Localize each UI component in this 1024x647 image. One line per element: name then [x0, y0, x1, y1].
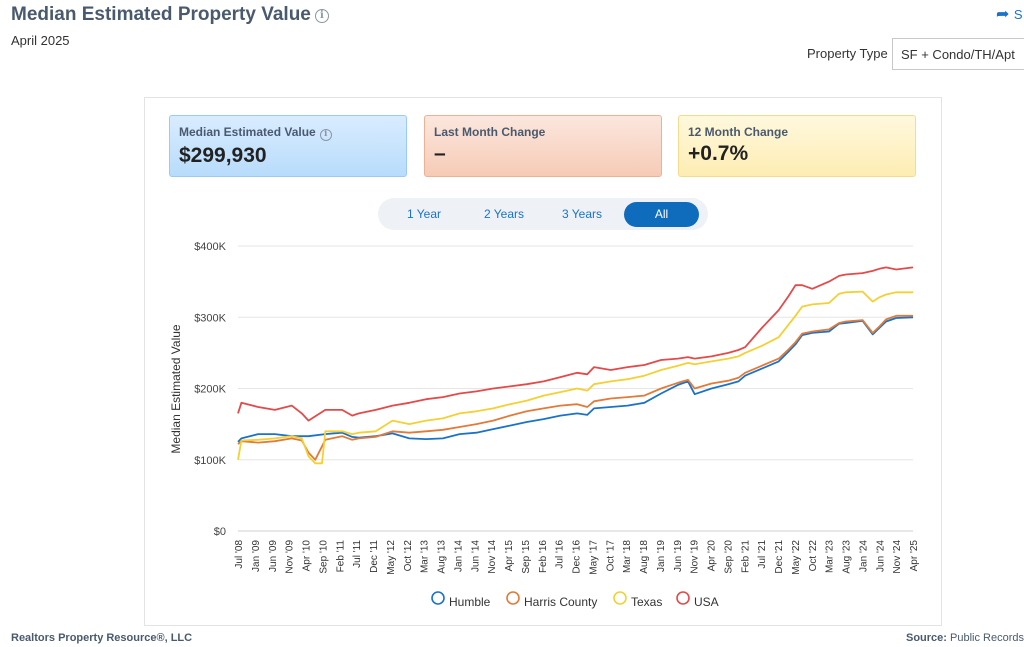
kpi-value: +0.7%: [688, 142, 749, 165]
y-tick-label: $200K: [194, 384, 226, 396]
info-icon[interactable]: i: [319, 129, 332, 141]
x-tick-label: Sep '15: [521, 540, 532, 574]
x-tick-label: Apr '25: [909, 540, 920, 572]
property-type-label: Property Type: [807, 46, 888, 61]
x-tick-label: Jan '24: [858, 540, 869, 572]
x-tick-label: Jan '19: [656, 540, 667, 572]
info-icon[interactable]: i: [314, 9, 329, 23]
series-line: [237, 290, 913, 465]
x-tick-label: Aug '23: [842, 540, 853, 574]
kpi-12-month-change: 12 Month Change +0.7%: [678, 115, 916, 177]
x-tick-label: Feb '16: [538, 540, 549, 573]
legend-marker: [676, 591, 690, 605]
legend-marker: [431, 591, 445, 605]
legend-label: Harris County: [524, 595, 597, 609]
kpi-value: –: [434, 142, 446, 165]
legend-marker: [613, 591, 627, 605]
x-tick-label: Jun '09: [268, 540, 279, 572]
x-tick-label: Mar '23: [825, 540, 836, 573]
y-tick-label: $100K: [194, 455, 226, 467]
y-tick-label: $400K: [194, 241, 226, 253]
legend-label: Texas: [631, 595, 662, 609]
x-tick-label: Aug '18: [639, 540, 650, 574]
footer-credit: Realtors Property Resource®, LLC: [11, 632, 193, 644]
kpi-label: Median Estimated Value i: [179, 125, 397, 141]
share-button[interactable]: ➦ S: [996, 4, 1023, 24]
x-tick-label: Apr '20: [707, 540, 718, 572]
footer-source: Source: Public Records a: [906, 632, 1024, 644]
x-tick-label: Nov '14: [487, 540, 498, 574]
range-2-years-button[interactable]: 2 Years: [483, 207, 525, 221]
kpi-label: Last Month Change: [434, 125, 546, 139]
range-3-years-button[interactable]: 3 Years: [561, 207, 603, 221]
range-all-button[interactable]: All: [624, 202, 699, 227]
x-tick-label: Dec '11: [369, 540, 380, 573]
x-tick-label: Oct '17: [605, 540, 616, 572]
share-icon: ➦: [996, 6, 1010, 23]
x-tick-label: Nov '19: [690, 540, 701, 574]
footer-source-value: Public Records a: [950, 632, 1024, 644]
share-label: S: [1013, 7, 1023, 22]
kpi-label-text: Median Estimated Value: [179, 125, 316, 139]
kpi-median-value: Median Estimated Value i $299,930: [169, 115, 407, 177]
page-title-text: Median Estimated Property Value: [11, 4, 311, 25]
series-line: [237, 314, 913, 461]
x-tick-label: Jul '08: [234, 540, 245, 569]
property-type-select[interactable]: SF + Condo/TH/Apt: [892, 38, 1024, 70]
y-tick-label: $300K: [194, 312, 226, 324]
y-axis-label: Median Estimated Value: [169, 324, 183, 454]
x-tick-label: Mar '18: [622, 540, 633, 573]
y-tick-label: $0: [214, 526, 226, 538]
x-tick-label: Jul '16: [555, 540, 566, 569]
x-tick-label: Oct '12: [403, 540, 414, 572]
kpi-label: 12 Month Change: [688, 125, 789, 139]
kpi-value: $299,930: [179, 144, 267, 167]
legend-marker: [506, 591, 520, 605]
x-tick-label: Sep '10: [318, 540, 329, 574]
x-tick-label: Mar '13: [420, 540, 431, 573]
page-title: Median Estimated Property Value i: [11, 4, 329, 26]
x-tick-label: Aug '13: [437, 540, 448, 574]
x-tick-label: May '17: [588, 540, 599, 575]
x-tick-label: Feb '21: [740, 540, 751, 573]
page-subtitle: April 2025: [11, 33, 70, 48]
x-tick-label: Dec '16: [572, 540, 583, 574]
x-tick-label: Apr '10: [302, 540, 313, 572]
legend-label: Humble: [449, 595, 491, 609]
x-tick-label: Jul '11: [352, 540, 363, 568]
x-tick-label: Jan '09: [251, 540, 262, 572]
x-tick-label: May '12: [386, 540, 397, 575]
x-tick-label: Apr '15: [504, 540, 515, 572]
x-tick-label: May '22: [791, 540, 802, 575]
x-tick-label: Jun '14: [470, 540, 481, 572]
chart-card: [144, 97, 942, 626]
time-range-selector: 1 Year 2 Years 3 Years All: [378, 198, 708, 230]
series-line: [237, 266, 914, 422]
x-tick-label: Feb '11: [335, 540, 346, 573]
x-tick-label: Jun '24: [875, 540, 886, 572]
x-tick-label: Jul '21: [757, 540, 768, 569]
legend-label: USA: [694, 595, 719, 609]
x-tick-label: Dec '21: [774, 540, 785, 574]
x-tick-label: Sep '20: [723, 540, 734, 574]
x-tick-label: Jun '19: [673, 540, 684, 572]
range-1-year-button[interactable]: 1 Year: [406, 207, 442, 221]
x-tick-label: Jan '14: [453, 540, 464, 572]
x-tick-label: Nov '24: [892, 540, 903, 574]
x-tick-label: Oct '22: [808, 540, 819, 572]
footer-source-label: Source:: [906, 632, 947, 644]
series-line: [237, 316, 914, 443]
x-tick-label: Nov '09: [285, 540, 296, 574]
kpi-last-month-change: Last Month Change –: [424, 115, 662, 177]
